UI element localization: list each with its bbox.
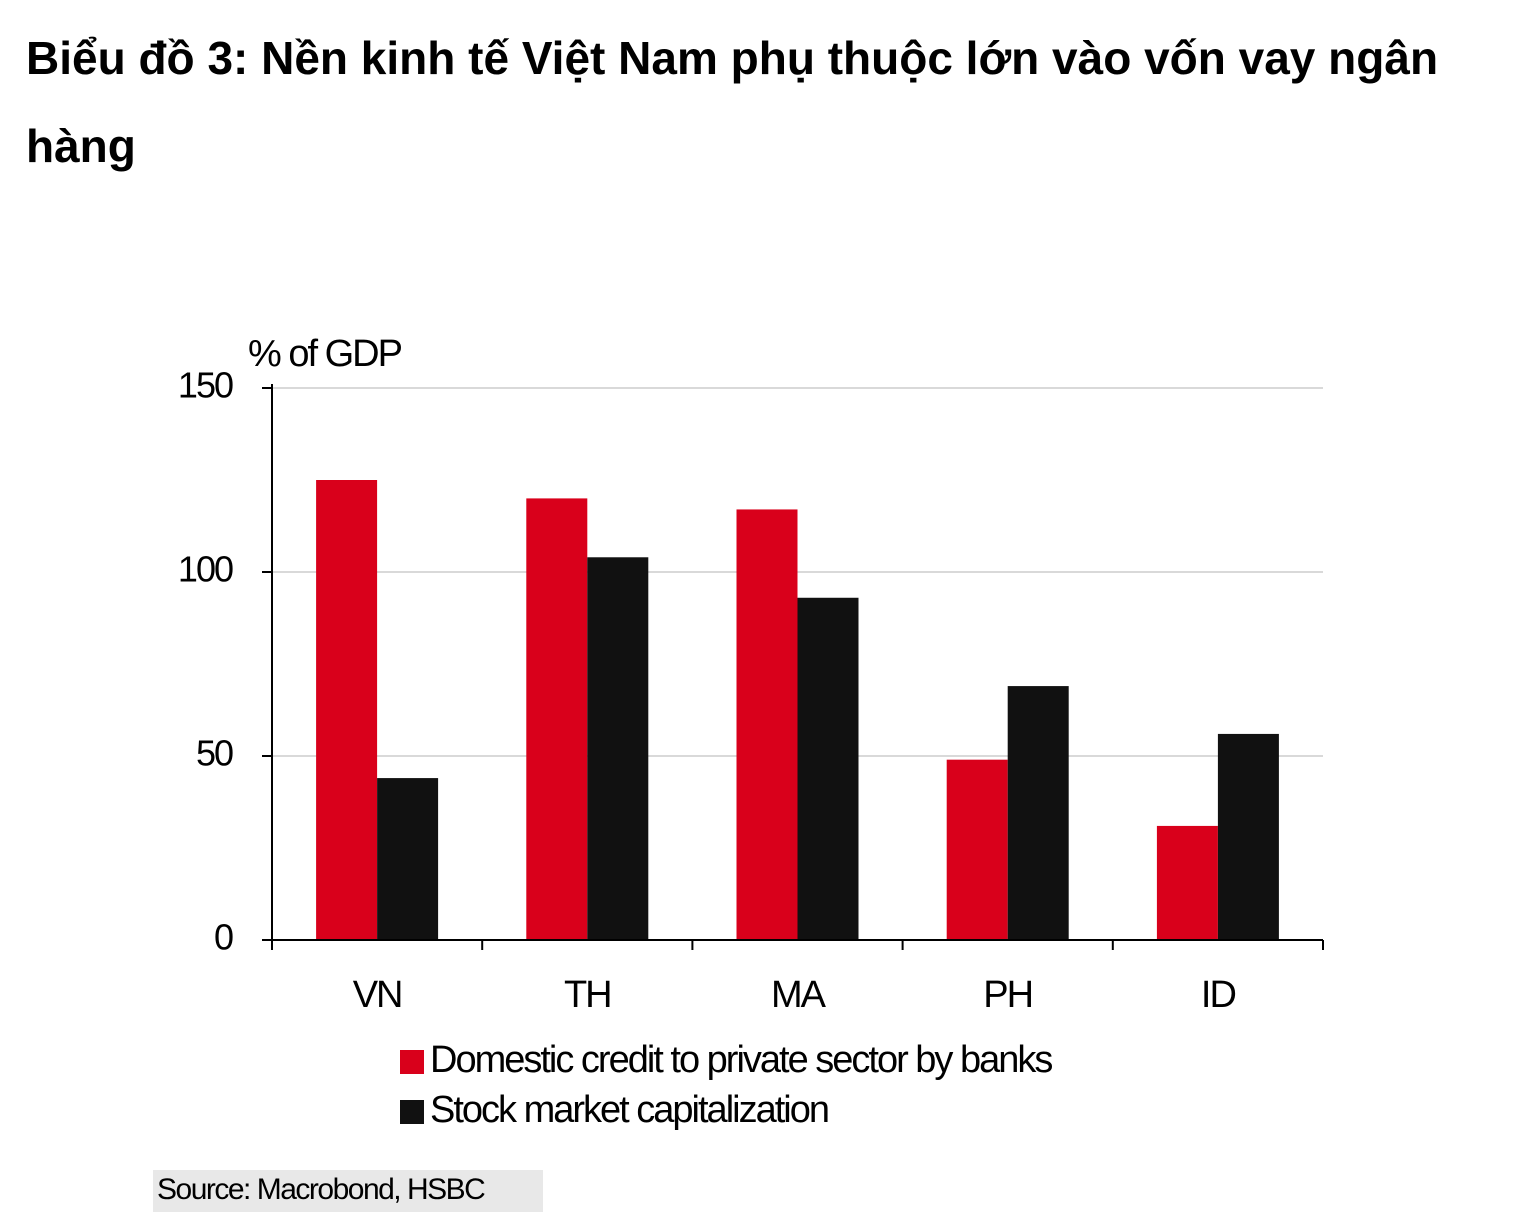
- bar: [316, 480, 378, 940]
- x-tick-label: TH: [564, 974, 611, 1016]
- source: Source: Macrobond, HSBC: [157, 1173, 485, 1206]
- y-axis-label: % of GDP: [248, 333, 402, 375]
- chart-title: Biểu đồ 3: Nền kinh tế Việt Nam phụ thuộ…: [26, 32, 1439, 172]
- legend-swatch: [400, 1050, 424, 1074]
- x-tick-label: ID: [1201, 974, 1236, 1016]
- legend-label: Stock market capitalization: [430, 1089, 828, 1131]
- source-background: [153, 1170, 543, 1212]
- y-tick-label: 50: [196, 733, 233, 774]
- bar: [1217, 733, 1279, 940]
- y-tick-label: 150: [178, 365, 233, 406]
- legend-swatch: [400, 1100, 424, 1124]
- bar: [1007, 686, 1069, 940]
- legend-label: Domestic credit to private sector by ban…: [430, 1039, 1052, 1081]
- bar: [377, 778, 439, 940]
- x-tick-label: VN: [353, 974, 402, 1016]
- y-tick-label: 100: [178, 549, 233, 590]
- x-tick-label: MA: [771, 974, 827, 1016]
- y-tick-label: 0: [214, 917, 233, 958]
- bar: [797, 597, 859, 940]
- bar: [1156, 825, 1218, 940]
- x-tick-label: PH: [983, 974, 1032, 1016]
- bar: [736, 509, 798, 940]
- bar: [526, 498, 588, 940]
- bar: [587, 557, 649, 940]
- bar: [946, 759, 1008, 940]
